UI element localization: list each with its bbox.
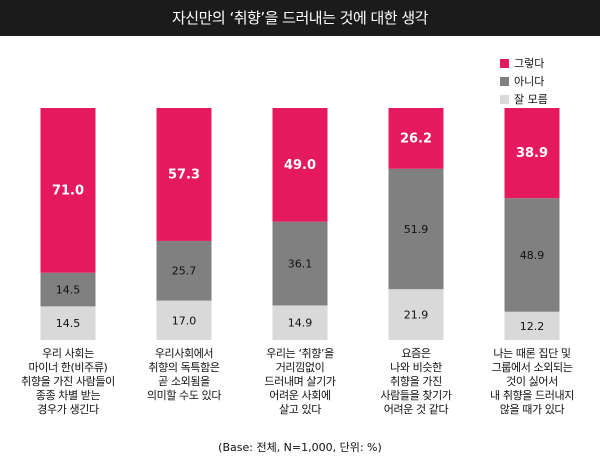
legend-item-no: 아니다 <box>500 73 548 91</box>
bar-5-yes <box>504 108 560 199</box>
bar-value-4-no: 51.9 <box>404 223 429 236</box>
bar-value-1-no: 14.5 <box>56 284 81 297</box>
legend-item-unknown: 잘 모름 <box>500 91 548 109</box>
footnote: (Base: 전체, N=1,000, 단위: %) <box>218 441 382 454</box>
bar-value-3-unknown: 14.9 <box>288 317 313 330</box>
bar-2-unknown <box>156 300 212 340</box>
bar-1-no <box>40 272 96 307</box>
bar-3-no <box>272 221 328 306</box>
bar-2-no <box>156 240 212 301</box>
bar-value-5-no: 48.9 <box>520 249 545 262</box>
bar-5-no <box>504 198 560 312</box>
legend-label-yes: 그렇다 <box>514 57 545 70</box>
category-label-1: 우리 사회는 마이너 한(비주류) 취향을 가진 사람들이 종종 차별 받는 경… <box>21 347 115 416</box>
bar-labels-group: 14.5 14.5 71.0 17.0 25.7 57.3 14.9 36.1 49.0 21.9… <box>52 131 548 332</box>
bar-value-2-no: 25.7 <box>172 265 197 278</box>
bar-value-3-no: 36.1 <box>288 258 313 271</box>
legend-label-unknown: 잘 모름 <box>514 93 548 106</box>
bar-3-yes <box>272 108 328 222</box>
bar-1-yes <box>40 108 96 273</box>
bar-value-3-yes: 49.0 <box>284 158 316 173</box>
category-label-5: 나는 때론 집단 및 그룹에서 소외되는 것이 싫어서 내 취향을 드러내지 않… <box>490 347 574 416</box>
bars-group <box>40 108 560 340</box>
category-label-4: 요즘은 나와 비슷한 취향을 가진 사람들을 찾기가 어려운 것 같다 <box>380 347 452 416</box>
bar-value-2-unknown: 17.0 <box>172 314 197 327</box>
legend-swatch-no <box>500 77 509 86</box>
category-label-2: 우리사회에서 취향의 독특함은 곧 소외됨을 의미할 수도 있다 <box>146 347 222 402</box>
category-label-3: 우리는 ‘취향’을 거리낌없이 드러내며 살기가 어려운 사회에 살고 있다 <box>264 347 336 416</box>
stacked-bar-chart: 14.5 14.5 71.0 17.0 25.7 57.3 14.9 36.1 49.0 21.9… <box>40 108 560 340</box>
bar-4-unknown <box>388 289 444 340</box>
bar-4-no <box>388 168 444 290</box>
legend-swatch-yes <box>500 59 509 68</box>
bar-value-4-unknown: 21.9 <box>404 309 429 322</box>
bar-value-2-yes: 57.3 <box>168 167 200 182</box>
bar-5-unknown <box>504 311 560 340</box>
legend-item-yes: 그렇다 <box>500 55 548 73</box>
bar-4-yes <box>388 108 444 169</box>
bar-3-unknown <box>272 305 328 340</box>
bar-value-4-yes: 26.2 <box>400 131 432 146</box>
legend: 그렇다 아니다 잘 모름 <box>500 55 548 109</box>
bar-value-5-unknown: 12.2 <box>520 320 545 333</box>
bar-value-1-unknown: 14.5 <box>56 317 81 330</box>
bar-value-1-yes: 71.0 <box>52 183 84 198</box>
chart-title: 자신만의 ‘취향’을 드러내는 것에 대한 생각 <box>0 0 600 36</box>
bar-value-5-yes: 38.9 <box>516 146 548 161</box>
legend-swatch-unknown <box>500 95 509 104</box>
bar-2-yes <box>156 108 212 241</box>
bar-1-unknown <box>40 306 96 340</box>
legend-label-no: 아니다 <box>514 75 545 88</box>
